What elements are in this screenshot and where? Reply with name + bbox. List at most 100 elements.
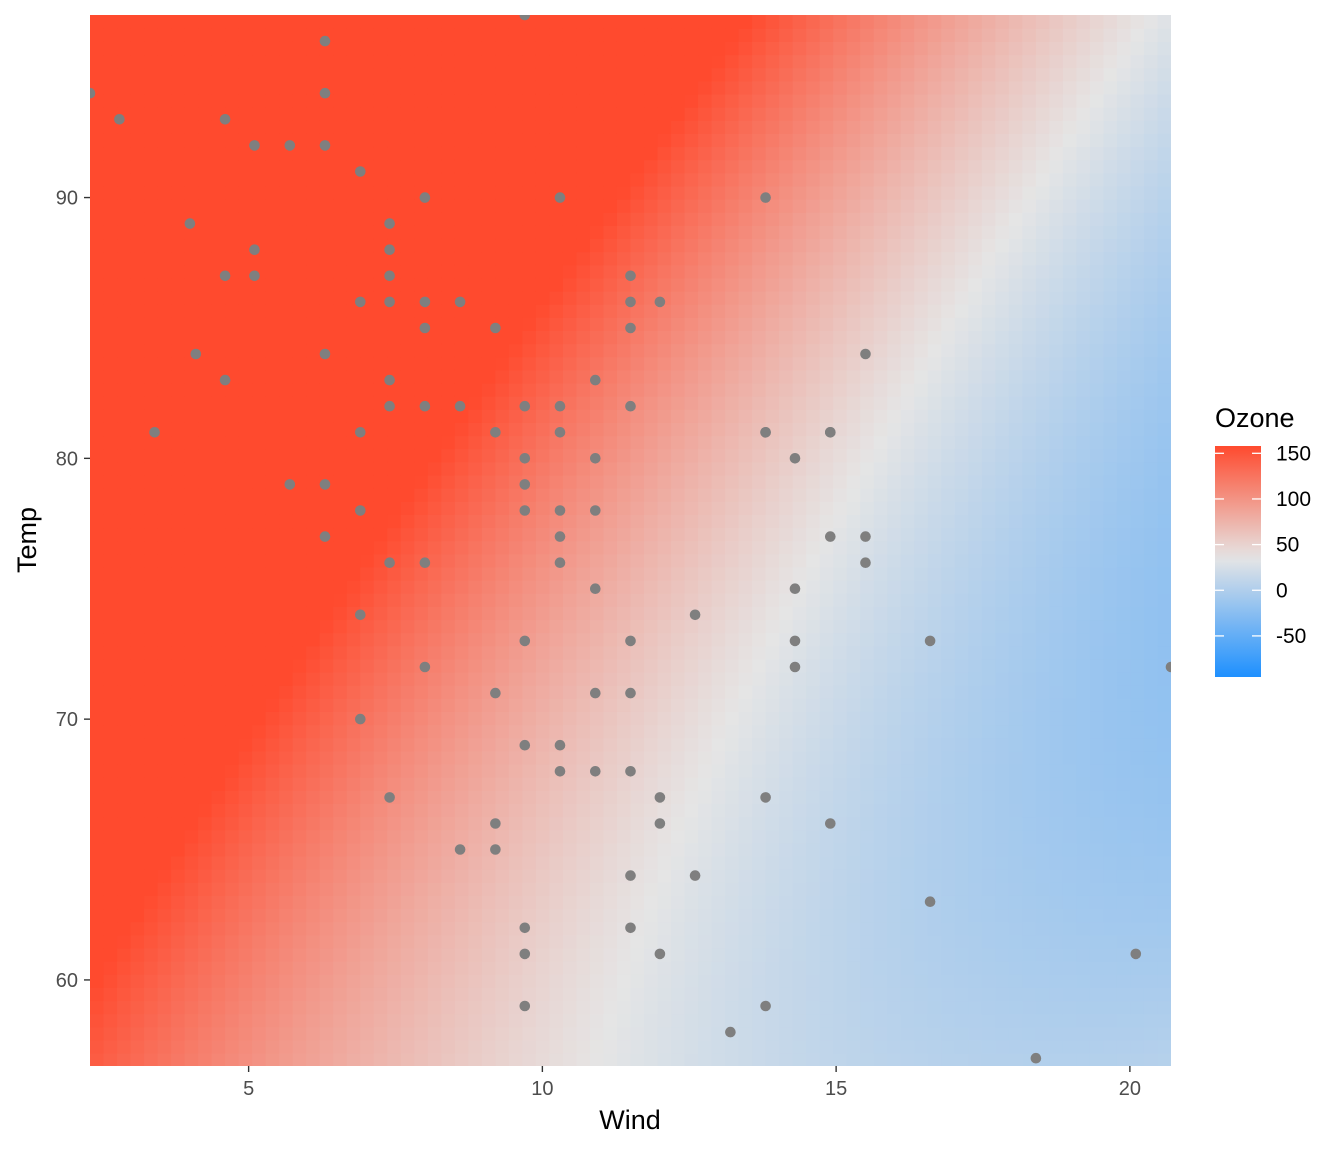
surface-cell [130,343,145,358]
surface-cell [414,212,429,226]
surface-cell [508,671,524,686]
surface-cell [252,882,267,896]
surface-cell [603,277,618,292]
surface-cell [360,448,375,463]
surface-cell [752,553,767,568]
surface-cell [657,120,672,134]
surface-cell [144,658,159,673]
surface-cell [833,369,848,384]
surface-cell [765,251,780,266]
surface-cell [576,277,591,292]
surface-cell [454,356,470,371]
surface-cell [738,251,753,266]
surface-cell [846,330,861,345]
surface-cell [252,566,267,581]
surface-cell [806,790,821,804]
surface-cell [481,382,497,397]
surface-cell [562,737,578,752]
surface-cell [211,553,226,568]
surface-cell [427,737,443,752]
surface-cell [468,1052,483,1066]
surface-cell [130,750,145,765]
surface-cell [900,882,915,896]
surface-cell [346,934,361,949]
surface-cell [725,579,740,594]
surface-cell [873,790,888,804]
surface-cell [265,41,280,56]
surface-cell [279,356,294,371]
surface-cell [589,277,605,292]
surface-cell [860,514,875,529]
surface-cell [806,645,821,660]
surface-cell [346,593,361,607]
surface-cell [427,960,443,975]
surface-cell [698,947,713,962]
surface-cell [562,711,578,726]
surface-cell [900,540,915,555]
surface-cell [279,330,294,345]
surface-cell [549,685,564,699]
surface-cell [549,803,564,818]
surface-cell [779,41,794,56]
surface-cell [927,685,942,699]
surface-cell [252,461,267,476]
surface-cell [319,330,334,345]
surface-cell [765,698,780,712]
surface-cell [535,435,551,450]
surface-cell [360,855,375,870]
surface-cell [738,93,753,108]
surface-cell [630,172,645,187]
surface-cell [589,540,605,555]
surface-cell [711,369,726,384]
surface-cell [752,724,767,739]
surface-cell [522,41,537,56]
surface-cell [698,395,713,410]
surface-cell [211,855,226,870]
surface-cell [522,487,537,502]
surface-cell [225,921,240,936]
surface-cell [535,172,551,187]
surface-cell [725,330,740,345]
surface-cell [198,895,213,910]
surface-cell [130,829,145,844]
surface-cell [684,842,699,857]
surface-cell [576,974,591,988]
surface-cell [887,1013,902,1028]
surface-cell [725,67,740,82]
surface-cell [711,514,726,529]
surface-cell [427,487,443,502]
surface-cell [319,763,334,778]
surface-cell [225,842,240,857]
surface-cell [414,527,429,542]
surface-cell [373,895,388,910]
surface-cell [779,238,794,253]
surface-cell [265,487,280,502]
surface-cell [225,711,240,726]
surface-cell [144,290,159,305]
surface-cell [508,711,524,726]
surface-cell [671,106,686,121]
surface-cell [441,67,456,82]
surface-cell [522,106,537,121]
surface-cell [373,579,388,594]
surface-cell [738,1000,753,1015]
surface-cell [671,868,686,883]
surface-cell [657,41,672,56]
surface-cell [900,133,915,148]
surface-cell [522,277,537,292]
surface-cell [211,330,226,345]
surface-cell [400,1026,415,1041]
surface-cell [846,658,861,673]
surface-cell [184,422,199,437]
surface-cell [873,527,888,542]
surface-cell [481,225,497,240]
surface-cell [414,133,429,148]
surface-cell [927,974,942,988]
surface-cell [576,172,591,187]
surface-cell [198,343,213,358]
surface-cell [806,921,821,936]
surface-cell [427,816,443,831]
surface-cell [589,974,605,988]
surface-cell [671,579,686,594]
surface-cell [671,501,686,515]
